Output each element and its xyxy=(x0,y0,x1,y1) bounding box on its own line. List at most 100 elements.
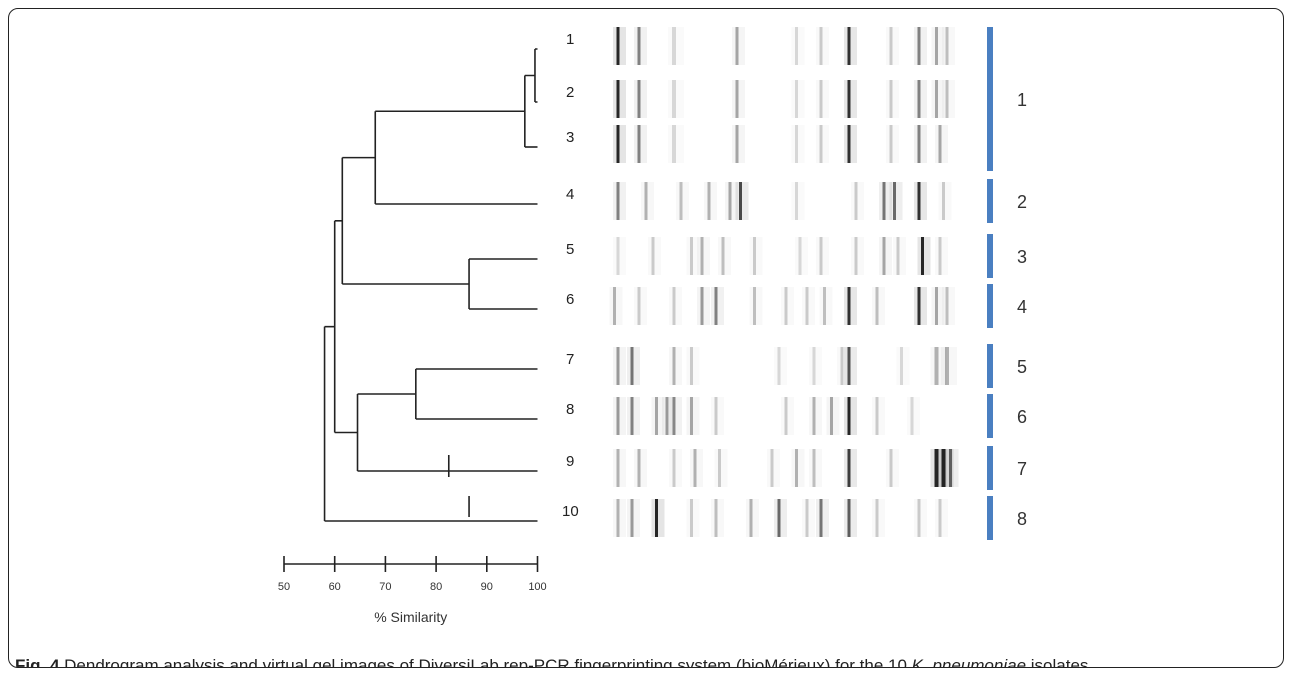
gel-band-halo xyxy=(935,125,948,163)
gel-band-halo xyxy=(931,80,945,118)
gel-band xyxy=(672,449,676,487)
gel-band xyxy=(690,397,693,435)
axis-tick-label: 80 xyxy=(430,581,442,593)
gel-band xyxy=(896,237,900,275)
gel-band xyxy=(795,449,798,487)
gel-band xyxy=(875,499,879,537)
cluster-label-8: 8 xyxy=(1017,509,1027,529)
gel-band xyxy=(938,237,942,275)
gel-band xyxy=(847,449,851,487)
gel-band xyxy=(935,287,938,325)
gel-band xyxy=(795,27,798,65)
gel-band xyxy=(847,125,851,163)
gel-band xyxy=(819,237,823,275)
gel-band xyxy=(910,397,914,435)
isolate-label-1: 1 xyxy=(566,31,574,48)
gel-band xyxy=(945,347,949,385)
isolate-labels: 1 2 3 4 5 6 7 8 9 10 xyxy=(562,31,579,520)
cluster-bar-5 xyxy=(987,344,993,388)
gel-band xyxy=(854,182,858,220)
cluster-bar-7 xyxy=(987,446,993,490)
gel-band-halo xyxy=(662,397,675,435)
isolate-label-10: 10 xyxy=(562,503,579,520)
gel-band xyxy=(819,125,823,163)
cluster-bar-6 xyxy=(987,394,993,438)
axis-tick-label: 90 xyxy=(481,581,493,593)
cluster-bar-4 xyxy=(987,284,993,328)
gel-band xyxy=(847,80,851,118)
isolate-label-7: 7 xyxy=(566,351,574,368)
cluster-label-4: 4 xyxy=(1017,297,1027,317)
gel-band xyxy=(819,27,823,65)
figure-canvas: 50 60 70 80 90 100 % Similarity 1 2 3 4 5 6 7 8 9 10 1 2… xyxy=(278,27,1027,625)
cluster-bar-1 xyxy=(987,27,993,171)
gel-lane-3 xyxy=(613,125,948,163)
gel-band xyxy=(630,499,634,537)
gel-band-halo xyxy=(931,287,945,325)
gel-band xyxy=(616,499,620,537)
gel-band xyxy=(616,27,620,65)
dendrogram xyxy=(323,48,538,522)
gel-band xyxy=(770,449,774,487)
gel-band xyxy=(616,182,620,220)
gel-band xyxy=(672,80,676,118)
gel-band xyxy=(882,237,886,275)
gel-band xyxy=(690,347,693,385)
gel-band xyxy=(735,27,739,65)
gel-band xyxy=(889,449,893,487)
isolate-label-5: 5 xyxy=(566,241,574,258)
gel-band xyxy=(917,80,921,118)
gel-band xyxy=(945,287,949,325)
gel-band xyxy=(917,182,921,220)
gel-band xyxy=(672,125,676,163)
gel-band xyxy=(707,182,711,220)
gel-band xyxy=(847,347,851,385)
axis-label: % Similarity xyxy=(374,609,447,625)
cluster-bar-2 xyxy=(987,179,993,223)
gel-band xyxy=(798,237,802,275)
gel-band xyxy=(889,27,893,65)
cluster-label-7: 7 xyxy=(1017,459,1027,479)
gel-band xyxy=(735,125,739,163)
axis-tick-label: 50 xyxy=(278,581,290,593)
gel-band xyxy=(917,27,921,65)
gel-band xyxy=(917,125,921,163)
gel-band xyxy=(728,182,732,220)
gel-band-halo xyxy=(697,287,710,325)
gel-band xyxy=(749,499,753,537)
gel-band xyxy=(672,27,676,65)
gel-band xyxy=(651,237,655,275)
gel-band-halo xyxy=(669,397,682,435)
gel-band xyxy=(777,499,781,537)
gel-band xyxy=(945,80,949,118)
gel-band xyxy=(616,125,620,163)
gel-band xyxy=(812,449,816,487)
gel-band xyxy=(893,182,896,220)
gel-band xyxy=(875,287,879,325)
gel-band xyxy=(735,80,739,118)
gel-band xyxy=(784,397,788,435)
gel-band xyxy=(941,449,946,487)
gel-band xyxy=(616,347,620,385)
gel-band xyxy=(637,449,641,487)
gel-band xyxy=(655,397,658,435)
gel-band xyxy=(889,125,893,163)
gel-band xyxy=(637,125,641,163)
gel-band xyxy=(882,182,886,220)
gel-band xyxy=(637,287,641,325)
gel-lane-10 xyxy=(616,499,942,537)
cluster-label-5: 5 xyxy=(1017,357,1027,377)
gel-band xyxy=(753,237,756,275)
isolate-label-2: 2 xyxy=(566,84,574,101)
gel-band xyxy=(616,80,620,118)
gel-band xyxy=(805,287,809,325)
cluster-bar-8 xyxy=(987,496,993,540)
cluster-bar-3 xyxy=(987,234,993,278)
gel-band xyxy=(753,287,756,325)
isolate-label-6: 6 xyxy=(566,291,574,308)
gel-band xyxy=(672,287,676,325)
isolate-label-9: 9 xyxy=(566,453,574,470)
gel-band xyxy=(777,347,781,385)
gel-band xyxy=(672,397,676,435)
gel-band xyxy=(616,237,620,275)
